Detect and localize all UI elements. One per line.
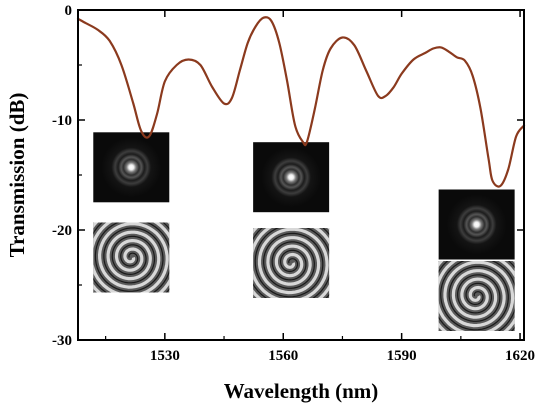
transmission-line [76,16,526,188]
inset-bright-spot-pattern [438,189,515,260]
inset-bright-spot-pattern [93,132,170,203]
y-tick-label: -20 [52,223,72,239]
y-tick-label: -30 [52,333,72,349]
inset-spiral-pattern [93,222,170,293]
y-axis-title: Transmission (dB) [5,93,29,258]
inset-spiral-pattern [438,261,515,331]
inset-bright-spot-pattern [253,142,330,213]
x-tick-label: 1530 [150,348,180,364]
x-tick-label: 1620 [505,348,535,364]
inset-spiral-pattern [253,228,330,298]
axis-ticks: 1530 1560 1590 1620 0 -10 -20 -30 [52,3,535,364]
y-tick-label: -10 [52,113,72,129]
inset-images [93,132,515,331]
x-tick-label: 1560 [268,348,298,364]
y-tick-label: 0 [65,3,73,19]
x-axis-title: Wavelength (nm) [224,379,379,403]
x-tick-label: 1590 [387,348,417,364]
